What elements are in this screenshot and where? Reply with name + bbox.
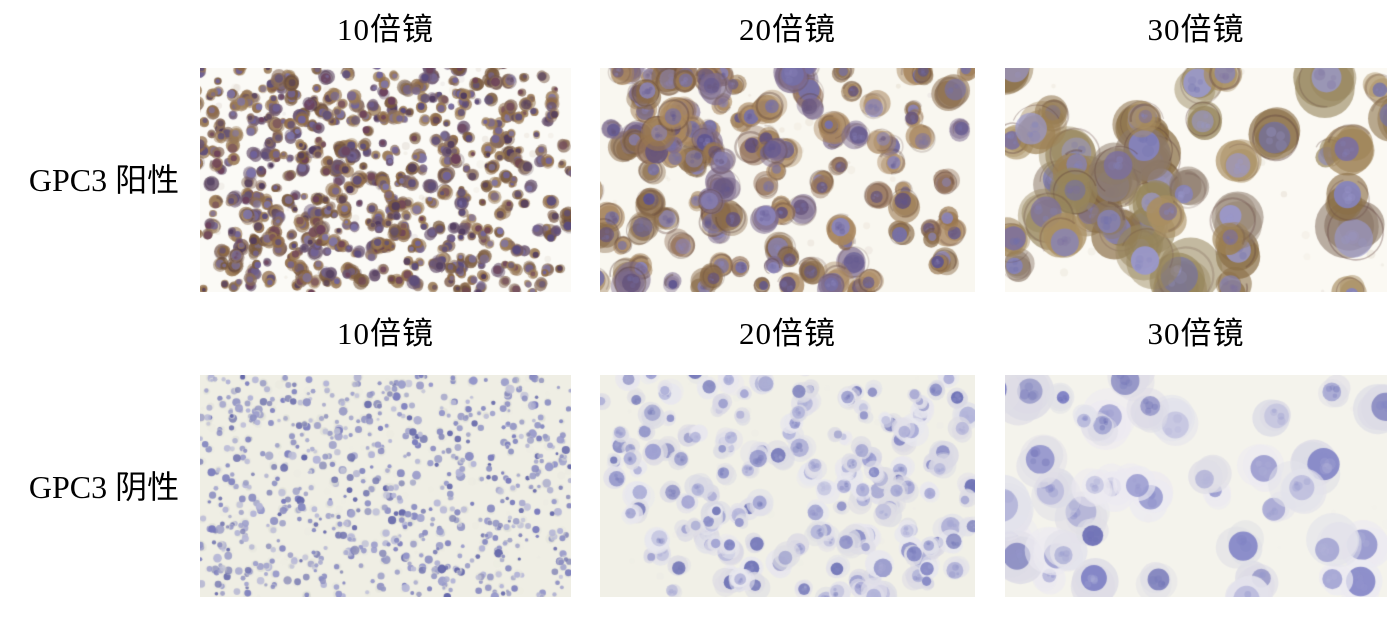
micrograph-gpc3-positive-30x — [1005, 68, 1387, 292]
column-header-positive-30x: 30倍镜 — [1147, 12, 1245, 47]
row-label-gpc3-positive: GPC3 阳性 — [28, 162, 180, 198]
column-header-negative-10x: 10倍镜 — [337, 316, 434, 351]
micrograph-gpc3-negative-20x — [600, 375, 975, 597]
column-header-negative-20x: 20倍镜 — [739, 316, 836, 351]
micrograph-gpc3-positive-10x — [200, 68, 571, 292]
micrograph-gpc3-negative-10x — [200, 375, 571, 597]
row-label-gpc3-negative: GPC3 阴性 — [28, 469, 180, 505]
micrograph-gpc3-positive-20x — [600, 68, 975, 292]
column-header-negative-30x: 30倍镜 — [1147, 316, 1245, 351]
micrograph-gpc3-negative-30x — [1005, 375, 1387, 597]
column-header-positive-10x: 10倍镜 — [337, 12, 434, 47]
column-header-positive-20x: 20倍镜 — [739, 12, 836, 47]
